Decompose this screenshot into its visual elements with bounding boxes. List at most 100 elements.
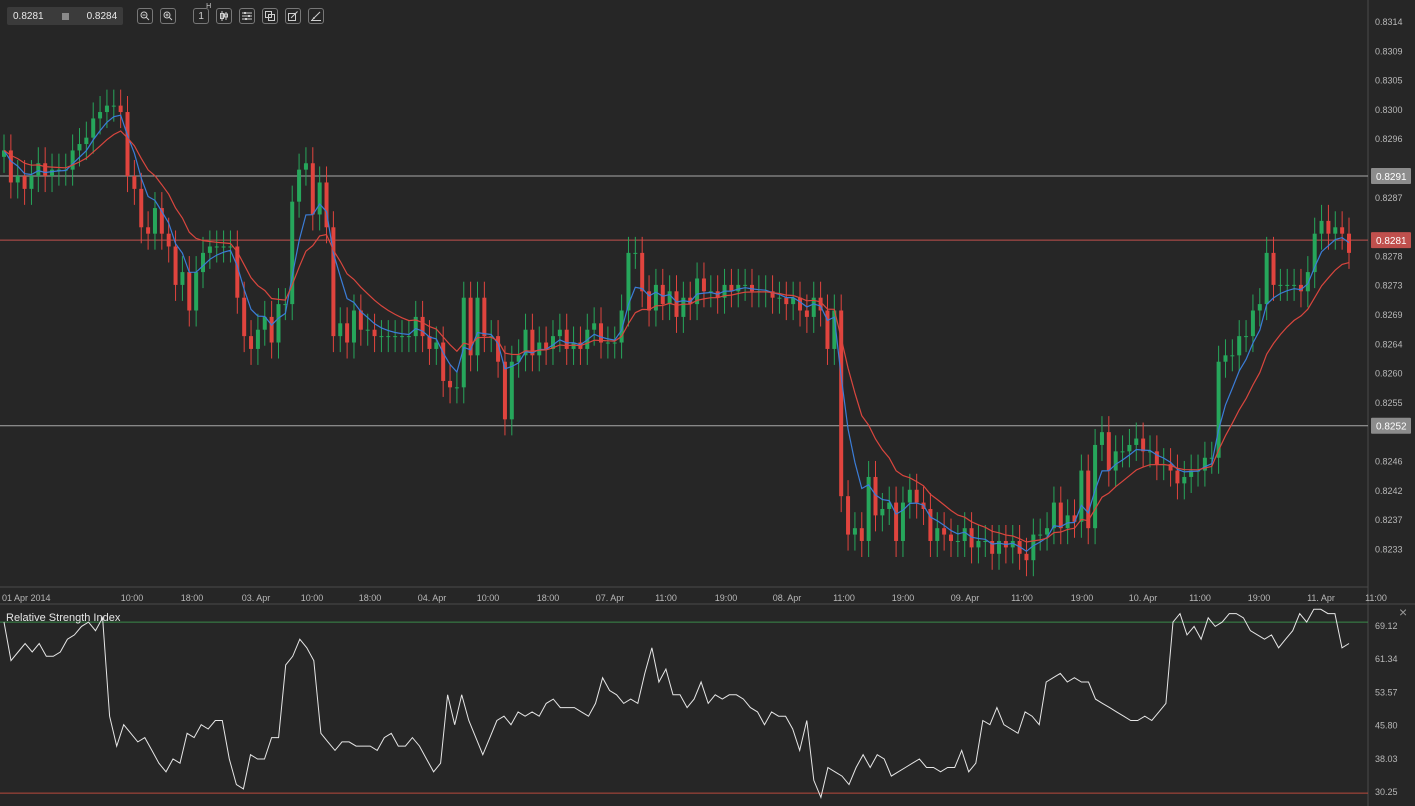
candle-body xyxy=(887,502,892,509)
candle-body xyxy=(290,201,295,305)
candle-body xyxy=(1319,220,1324,234)
candle-body xyxy=(1216,361,1221,458)
candle-body xyxy=(1202,457,1207,471)
candle-body xyxy=(125,112,130,177)
candle-body xyxy=(77,144,82,151)
candle-body xyxy=(36,163,41,177)
level-label: 0.8252 xyxy=(1376,422,1407,433)
candle-body xyxy=(1278,284,1283,286)
candle-body xyxy=(1189,470,1194,477)
candle-body xyxy=(571,342,576,349)
candle-body xyxy=(434,342,439,349)
draw-icon[interactable] xyxy=(285,8,302,24)
price-tick: 0.8305 xyxy=(1375,76,1403,86)
rsi-tick: 45.80 xyxy=(1375,721,1398,731)
candle-body xyxy=(207,246,212,253)
candle-body xyxy=(1312,233,1317,273)
candle-body xyxy=(1058,502,1063,529)
timeframe-icon[interactable]: 1 H xyxy=(193,3,211,24)
candle-body xyxy=(173,246,178,285)
price-box: 0.8281 0.8284 xyxy=(7,7,124,25)
time-tick: 19:00 xyxy=(892,593,915,603)
candle-body xyxy=(564,329,569,349)
close-icon[interactable]: × xyxy=(1399,604,1408,620)
candles-icon[interactable] xyxy=(216,8,233,24)
candle-body xyxy=(91,118,96,138)
rsi-tick: 53.57 xyxy=(1375,687,1398,697)
candles xyxy=(2,89,1351,577)
candle-body xyxy=(729,284,734,292)
price-tick: 0.8255 xyxy=(1375,398,1403,408)
candle-body xyxy=(400,336,405,338)
candle-body xyxy=(846,496,851,535)
candle-body xyxy=(393,336,398,338)
rsi-line xyxy=(3,608,1350,800)
time-tick: 10:00 xyxy=(477,593,500,603)
candle-body xyxy=(139,188,144,228)
zoom-out-icon[interactable] xyxy=(137,8,154,24)
time-tick: 11:00 xyxy=(833,593,855,603)
candle-body xyxy=(948,534,953,541)
price-tick: 0.8264 xyxy=(1375,339,1403,349)
candle-body xyxy=(8,150,13,183)
timeframe-label: 1 xyxy=(198,10,204,22)
zoom-in-icon[interactable] xyxy=(160,8,177,24)
candle-body xyxy=(935,528,940,541)
candle-body xyxy=(777,297,782,299)
candle-body xyxy=(187,272,192,311)
candle-body xyxy=(111,105,116,107)
rsi-tick: 69.12 xyxy=(1375,621,1398,631)
candle-body xyxy=(907,489,912,503)
time-tick: 11:00 xyxy=(1011,593,1033,603)
level-label: 0.8291 xyxy=(1376,172,1407,183)
candle-body xyxy=(550,336,555,349)
time-tick: 11. Apr xyxy=(1307,593,1335,603)
price-tick: 0.8269 xyxy=(1375,310,1403,320)
candle-body xyxy=(276,304,281,343)
candle-body xyxy=(249,336,254,349)
time-tick: 10. Apr xyxy=(1129,593,1158,603)
candle-body xyxy=(166,233,171,247)
candle-body xyxy=(599,323,604,343)
candle-body xyxy=(1209,457,1214,459)
candle-body xyxy=(420,316,425,337)
candle-body xyxy=(983,540,988,542)
time-tick: 03. Apr xyxy=(242,593,271,603)
candle-body xyxy=(454,387,459,389)
candle-body xyxy=(406,336,411,338)
candle-body xyxy=(997,540,1002,554)
candle-body xyxy=(413,316,418,337)
candle-body xyxy=(228,246,233,248)
candle-body xyxy=(1010,540,1015,548)
time-tick: 11:00 xyxy=(1189,593,1211,603)
candle-body xyxy=(1333,227,1338,234)
candle-body xyxy=(235,246,240,298)
candle-body xyxy=(1237,336,1242,356)
indicators-icon[interactable] xyxy=(239,8,256,24)
candle-body xyxy=(317,182,322,215)
candle-body xyxy=(825,310,830,349)
candle-body xyxy=(1093,444,1098,529)
candle-body xyxy=(1031,534,1036,561)
candle-body xyxy=(1079,470,1084,522)
candle-body xyxy=(475,297,480,356)
candle-body xyxy=(221,246,226,248)
candle-body xyxy=(914,489,919,503)
candle-body xyxy=(358,310,363,330)
price-tick: 0.8237 xyxy=(1375,515,1403,525)
candle-body xyxy=(201,252,206,273)
chart-toolbar: 0.8281 0.8284 1 H xyxy=(7,3,331,26)
candle-body xyxy=(15,176,20,183)
candle-body xyxy=(1168,464,1173,471)
candle-body xyxy=(798,297,803,311)
objects-icon[interactable] xyxy=(308,8,325,24)
candle-body xyxy=(619,310,624,343)
candle-body xyxy=(468,297,473,356)
price-tick: 0.8246 xyxy=(1375,457,1403,467)
candle-body xyxy=(1106,432,1111,471)
candle-body xyxy=(132,176,137,189)
rsi-tick: 61.34 xyxy=(1375,654,1398,664)
templates-icon[interactable] xyxy=(262,8,279,24)
candle-body xyxy=(1257,304,1262,311)
